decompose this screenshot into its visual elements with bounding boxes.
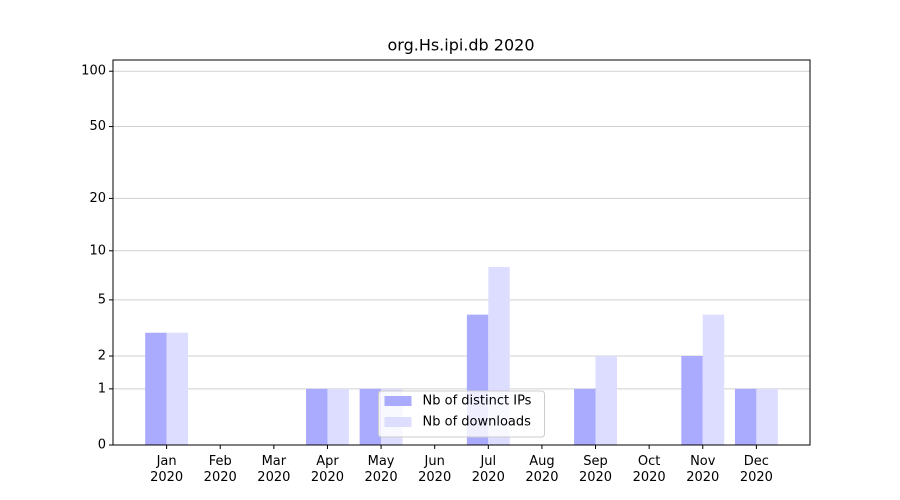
legend: Nb of distinct IPs Nb of downloads — [378, 390, 545, 438]
x-tick-label: Sep 2020 — [579, 454, 612, 485]
y-tick-label: 50 — [89, 119, 106, 134]
y-tick-label: 100 — [81, 64, 106, 79]
x-tick-label: Mar 2020 — [257, 454, 290, 485]
x-tick-label: Jan 2020 — [150, 454, 183, 485]
x-tick-label: Apr 2020 — [311, 454, 344, 485]
bar — [734, 388, 757, 445]
bar — [702, 314, 725, 445]
y-tick-label: 0 — [98, 438, 106, 453]
x-tick-label: Aug 2020 — [525, 454, 558, 485]
x-tick-label: Nov 2020 — [686, 454, 719, 485]
legend-box — [378, 390, 545, 438]
bar — [756, 388, 778, 445]
bar — [359, 388, 382, 445]
y-tick-label: 2 — [98, 349, 106, 364]
legend-swatch — [384, 417, 412, 427]
bar — [574, 388, 596, 445]
legend-label: Nb of distinct IPs — [423, 394, 532, 409]
bar — [327, 388, 349, 445]
bar — [681, 356, 703, 445]
bar — [166, 332, 189, 445]
bar — [306, 388, 328, 445]
y-tick-label: 20 — [89, 191, 106, 206]
bar — [595, 356, 617, 445]
x-tick-label: Oct 2020 — [633, 454, 666, 485]
x-tick-label: Jun 2020 — [418, 454, 451, 485]
y-tick-label: 1 — [98, 381, 106, 396]
y-tick-label: 10 — [89, 243, 106, 258]
x-tick-label: May 2020 — [365, 454, 398, 485]
legend-label: Nb of downloads — [423, 415, 532, 430]
bar — [145, 332, 167, 445]
y-tick-label: 5 — [98, 292, 106, 307]
plot-frame — [112, 59, 811, 446]
x-tick-label: Dec 2020 — [740, 454, 773, 485]
legend-swatch — [384, 396, 412, 406]
chart-title: org.Hs.ipi.db 2020 — [387, 36, 534, 55]
x-tick-label: Feb 2020 — [204, 454, 237, 485]
x-tick-label: Jul 2020 — [472, 454, 505, 485]
